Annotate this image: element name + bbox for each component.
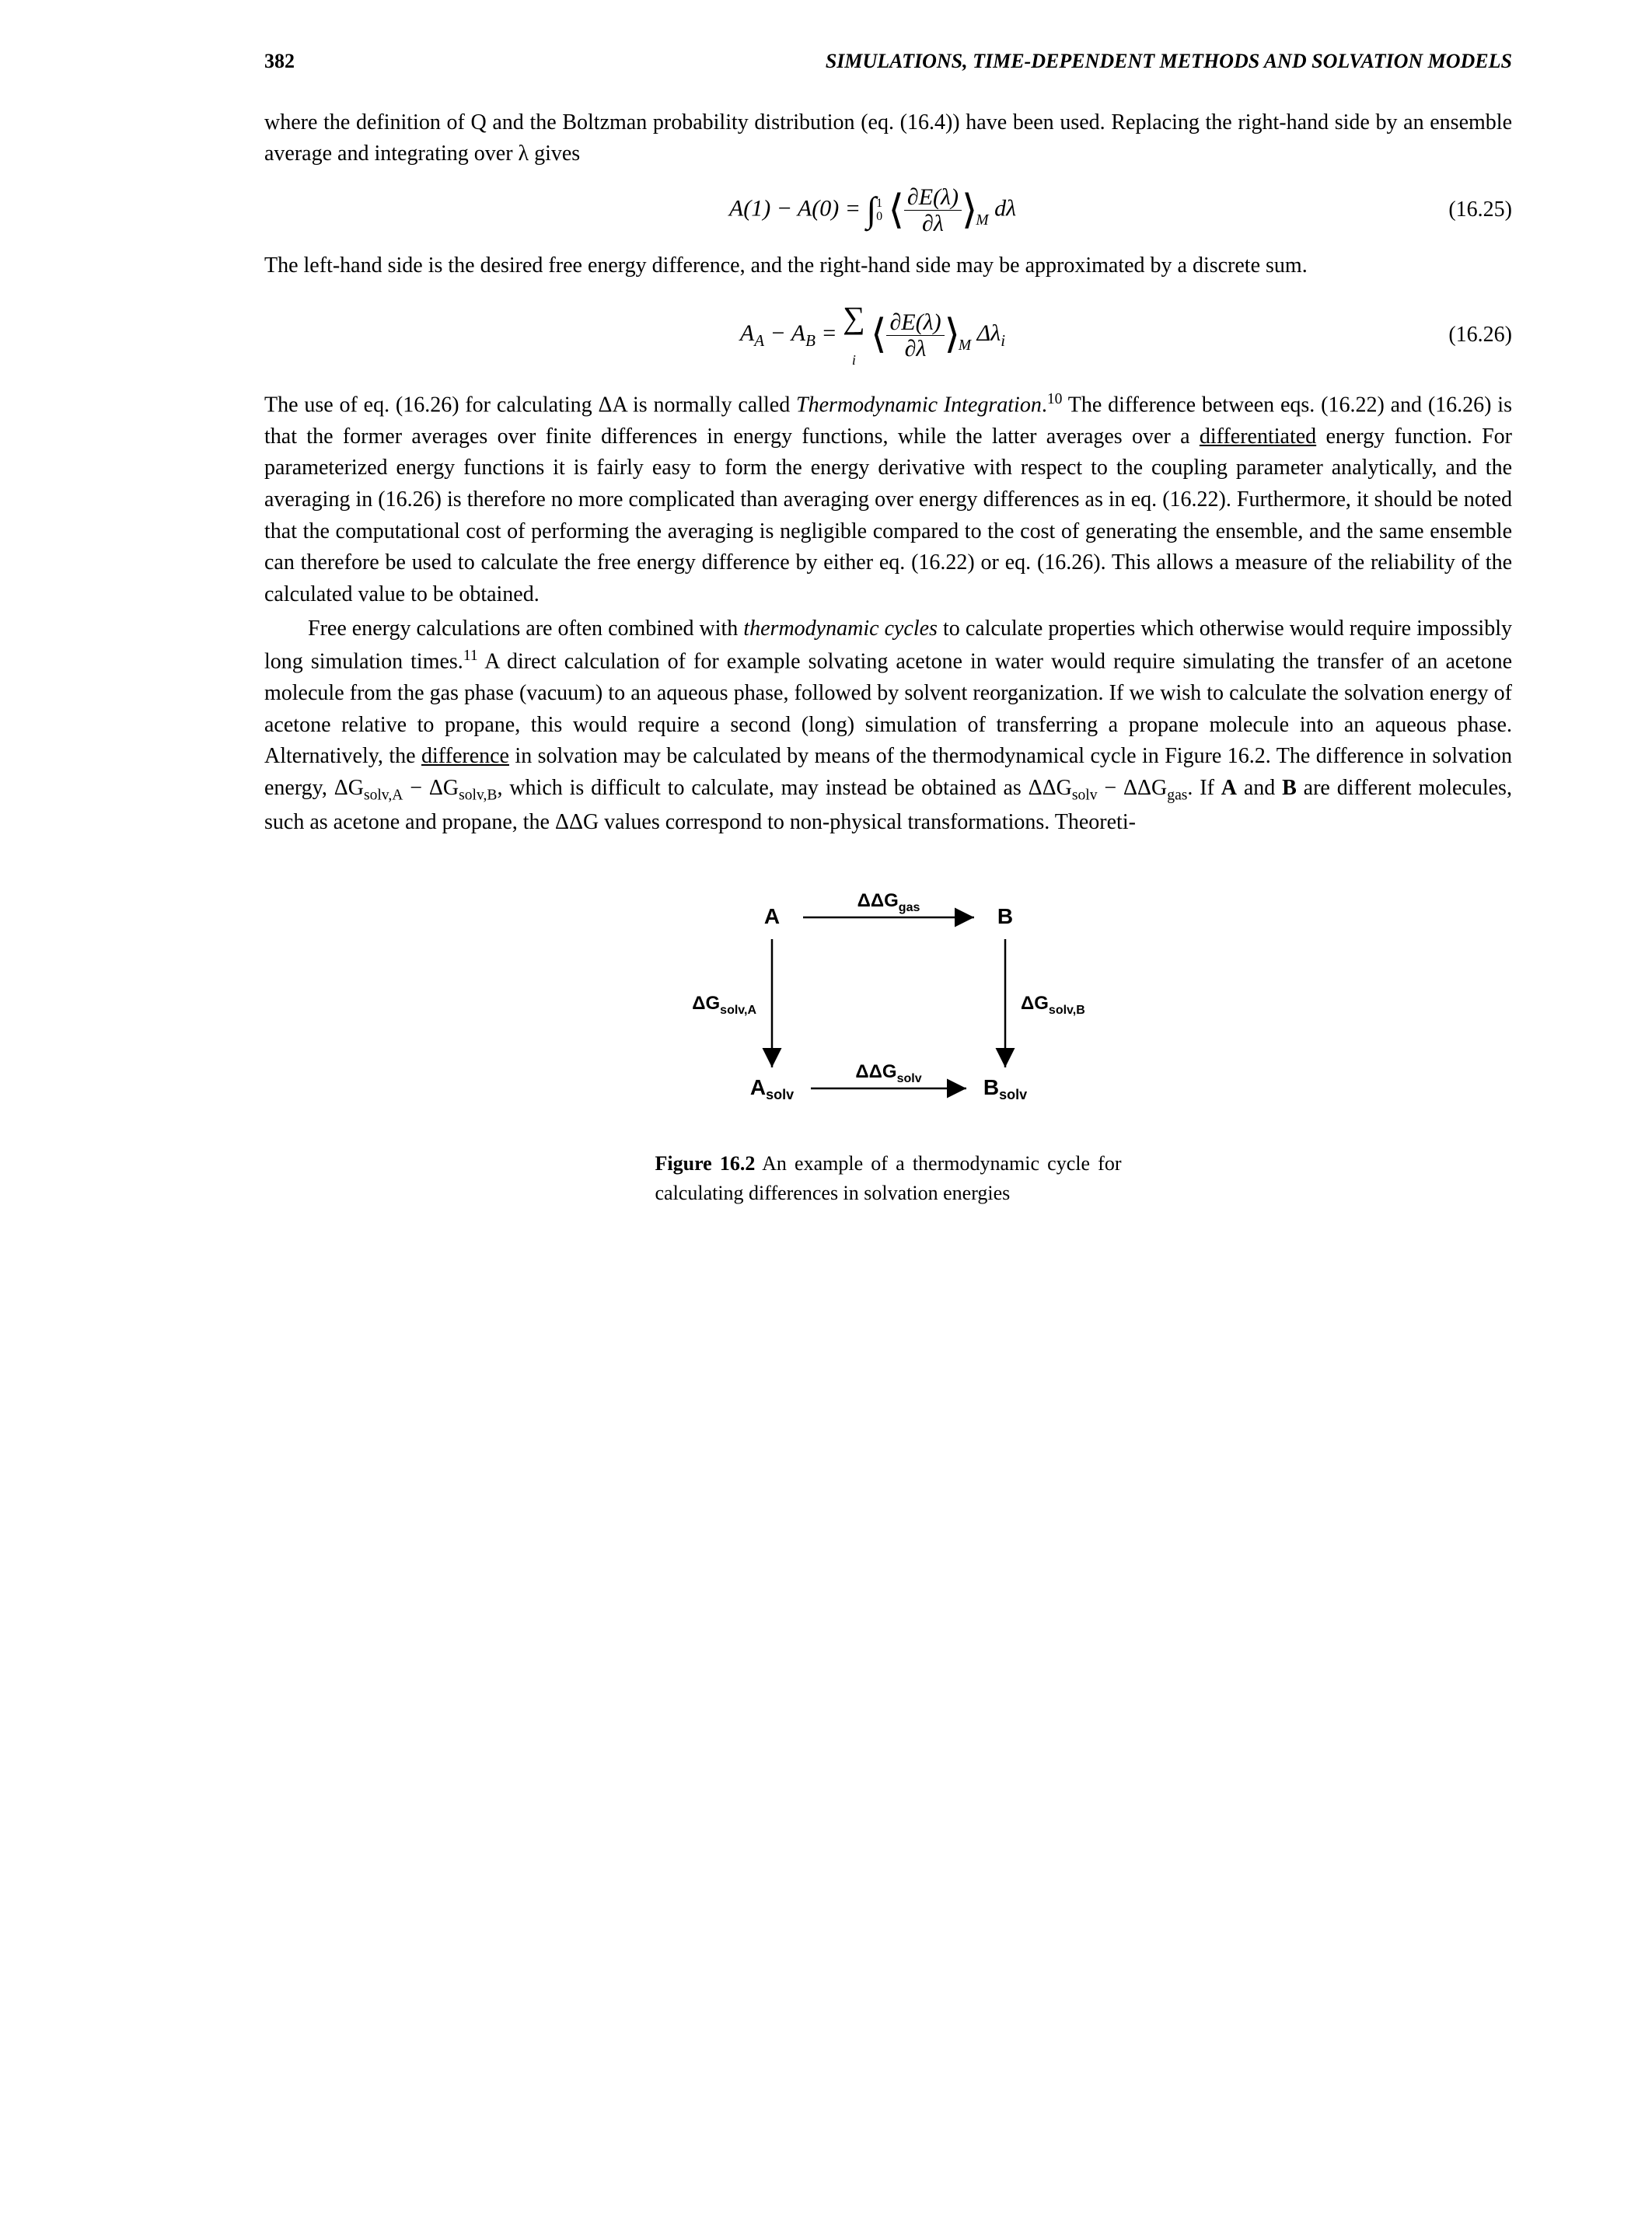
eq-fraction: ∂E(λ)∂λ	[886, 309, 944, 362]
p3-ref: 10	[1047, 391, 1063, 407]
angle-l: ⟨	[871, 319, 886, 351]
figure-16-2: A B Asolv Bsolv ΔΔGgas ΔΔGsolv ΔGsolv,A …	[655, 869, 1122, 1207]
p4-text-f: , which is difficult to calculate, may i…	[497, 776, 1071, 800]
eq-fraction: ∂E(λ)∂λ	[904, 184, 962, 236]
node-B: B	[997, 904, 1012, 928]
p4-text-h: . If	[1187, 776, 1221, 800]
paragraph-1: where the definition of Q and the Boltzm…	[264, 107, 1512, 170]
paragraph-3: The use of eq. (16.26) for calculating Δ…	[264, 389, 1512, 610]
avg-subscript: M	[976, 212, 988, 229]
p3-underlined: differentiated	[1200, 424, 1316, 449]
p4-sub-gas: gas	[1167, 787, 1187, 803]
p3-text-a: The use of eq. (16.26) for calculating Δ…	[264, 393, 796, 417]
p4-sub-solv: solv	[1072, 787, 1098, 803]
angle-r: ⟩	[945, 319, 960, 351]
p3-term: Thermodynamic Integration	[796, 393, 1042, 417]
p4-text-i: and	[1237, 776, 1282, 800]
label-dg-solvA: ΔGsolv,A	[692, 993, 756, 1017]
int-upper: 1	[876, 197, 882, 210]
p4-bold-A: A	[1221, 776, 1237, 800]
caption-lead: Figure 16.2	[655, 1152, 756, 1175]
node-Asolv: Asolv	[749, 1075, 793, 1102]
p4-sub-solvA: solv,A	[364, 787, 403, 803]
sum-index: i	[852, 352, 856, 368]
eq-tail: Δλ	[977, 320, 1001, 346]
equation-body: A(1) − A(0) = ∫10 ⟨∂E(λ)∂λ⟩M dλ	[327, 184, 1419, 236]
equation-number: (16.25)	[1419, 194, 1512, 226]
frac-num: ∂E(λ)	[904, 184, 962, 211]
eq-lhs: A(1) − A(0) =	[729, 195, 861, 221]
angle-l: ⟨	[889, 194, 904, 227]
equation-body: AA − AB = ∑ i ⟨∂E(λ)∂λ⟩M Δλi	[327, 295, 1419, 375]
p3-text-c: energy function. For parameterized energ…	[264, 424, 1512, 606]
equation-16-25: A(1) − A(0) = ∫10 ⟨∂E(λ)∂λ⟩M dλ (16.25)	[264, 184, 1512, 236]
label-ddg-gas: ΔΔGgas	[857, 890, 920, 914]
node-Bsolv: Bsolv	[983, 1075, 1026, 1102]
frac-den: ∂λ	[886, 336, 944, 362]
p4-text-a: Free energy calculations are often combi…	[308, 617, 743, 641]
p4-text-g: − ΔΔG	[1098, 776, 1168, 800]
eq-sub-A: A	[754, 331, 764, 350]
sigma-sign: ∑	[843, 295, 865, 341]
equation-number: (16.26)	[1419, 320, 1512, 351]
label-dg-solvB: ΔGsolv,B	[1021, 993, 1085, 1017]
p4-term: thermodynamic cycles	[743, 617, 938, 641]
frac-den: ∂λ	[904, 211, 962, 236]
thermo-cycle-diagram: A B Asolv Bsolv ΔΔGgas ΔΔGsolv ΔGsolv,A …	[655, 869, 1122, 1133]
paragraph-4: Free energy calculations are often combi…	[264, 613, 1512, 838]
paragraph-2: The left-hand side is the desired free e…	[264, 250, 1512, 282]
eq-tail-sub: i	[1001, 331, 1005, 350]
running-header: 382 SIMULATIONS, TIME-DEPENDENT METHODS …	[264, 47, 1512, 76]
integral-sign: ∫	[866, 196, 876, 225]
int-lower: 0	[876, 210, 882, 223]
page-number: 382	[264, 47, 295, 76]
p4-underlined: difference	[421, 744, 509, 768]
p4-sub-solvB: solv,B	[459, 787, 497, 803]
eq-minus: − A	[764, 320, 805, 346]
figure-caption: Figure 16.2 An example of a thermodynami…	[655, 1149, 1122, 1207]
eq-eq: =	[816, 320, 843, 346]
label-ddg-solv: ΔΔGsolv	[855, 1061, 921, 1085]
p4-text-e: − ΔG	[403, 776, 459, 800]
node-A: A	[763, 904, 779, 928]
equation-16-26: AA − AB = ∑ i ⟨∂E(λ)∂λ⟩M Δλi (16.26)	[264, 295, 1512, 375]
p4-ref: 11	[463, 648, 478, 664]
p4-bold-B: B	[1282, 776, 1297, 800]
running-title: SIMULATIONS, TIME-DEPENDENT METHODS AND …	[826, 47, 1512, 76]
eq-A: A	[740, 320, 754, 346]
eq-sub-B: B	[805, 331, 816, 350]
eq-tail: dλ	[994, 195, 1016, 221]
frac-num: ∂E(λ)	[886, 309, 944, 336]
avg-subscript: M	[959, 337, 971, 354]
